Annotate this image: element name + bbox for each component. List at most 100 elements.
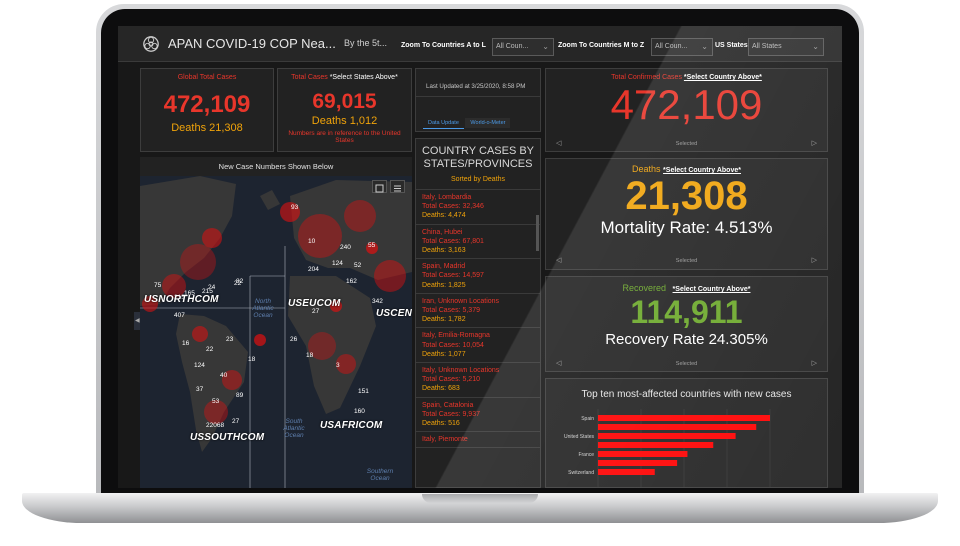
deaths-panel: Deaths *Select Country Above* 21,308 Mor…: [545, 158, 828, 270]
recovered-select-hint[interactable]: *Select Country Above*: [672, 286, 751, 293]
chart-bar[interactable]: [598, 460, 678, 466]
ocean-label: North Atlantic Ocean: [252, 298, 274, 319]
world-map[interactable]: 93 10 240 55 52 204 124 162 342 27 75 40…: [140, 176, 412, 488]
country-cases-list-panel: COUNTRY CASES BY STATES/PROVINCES Sorted…: [415, 138, 541, 488]
region-label-ussouthcom: USSOUTHCOM: [190, 432, 265, 443]
chart-category-label: France: [578, 452, 594, 458]
us-note: Numbers are in reference to the United S…: [288, 130, 401, 144]
deaths-select-hint[interactable]: *Select Country Above*: [663, 167, 741, 174]
list-item-deaths: Deaths: 1,782: [422, 316, 466, 324]
filter-m-z-select[interactable]: All Coun... ⌄: [651, 38, 713, 56]
chart-category-label: Switzerland: [568, 470, 594, 476]
app-subtitle: By the 5t...: [344, 38, 388, 48]
next-arrow-icon[interactable]: ▷: [811, 257, 817, 264]
deaths-value: 21,308: [625, 174, 748, 218]
map-count: 165: [184, 290, 195, 297]
hotspot-circle: [192, 326, 208, 342]
list-item-cases: Total Cases: 67,801: [422, 237, 484, 245]
map-count: 204: [308, 266, 319, 273]
divider: [416, 96, 540, 97]
previous-arrow-icon[interactable]: ◁: [556, 257, 562, 264]
chevron-down-icon: ⌄: [701, 42, 708, 51]
next-arrow-icon[interactable]: ▷: [811, 140, 817, 147]
previous-arrow-icon[interactable]: ◁: [556, 140, 562, 147]
layer-list-icon[interactable]: [390, 180, 405, 193]
chart-category-label: Spain: [581, 416, 594, 422]
filter-a-l-value: All Coun...: [496, 43, 529, 50]
filter-states-label: US States: [715, 42, 748, 49]
map-count: 55: [368, 242, 376, 249]
map-count: 53: [212, 398, 220, 405]
list-item-title: Italy, Piemonte: [422, 436, 468, 444]
filter-a-l-select[interactable]: All Coun... ⌄: [492, 38, 554, 56]
selected-label: Selected: [675, 141, 698, 147]
basemap-icon[interactable]: [372, 180, 387, 193]
map-count: 89: [236, 392, 244, 399]
hotspot-circle: [204, 400, 228, 424]
update-tabs: Data Update World-o-Meter: [423, 118, 511, 130]
bar-chart: Spain United States France Switzerland: [564, 409, 771, 487]
map-count: 124: [194, 362, 205, 369]
map-collapse-handle[interactable]: ◀: [134, 312, 140, 330]
chart-bar[interactable]: [598, 415, 770, 421]
filter-m-z-label: Zoom To Countries M to Z: [558, 42, 645, 49]
recovery-rate: Recovery Rate 24.305%: [605, 331, 768, 348]
map-count: 124: [332, 260, 343, 267]
list-item-deaths: Deaths: 3,163: [422, 247, 466, 255]
filter-states-select[interactable]: All States ⌄: [748, 38, 824, 56]
map-count: 75: [154, 282, 162, 289]
map-header: New Case Numbers Shown Below: [140, 157, 412, 176]
hotspot-circle: [298, 214, 342, 258]
list-item-title: Italy, Emilia-Romagna: [422, 332, 490, 340]
list-item[interactable]: Italy, Lombardia Total Cases: 32,346 Dea…: [416, 190, 540, 225]
map-count: 22068: [206, 422, 225, 429]
chart-bar[interactable]: [598, 469, 655, 475]
map-count: 240: [340, 244, 351, 251]
us-total-value: 69,015: [312, 90, 377, 113]
deaths-label-text: Deaths: [632, 164, 661, 174]
ocean-label: South Atlantic Ocean: [283, 418, 305, 439]
list-item-title: Spain, Catalonia: [422, 401, 474, 409]
list-item[interactable]: Italy, Unknown Locations Total Cases: 5,…: [416, 363, 540, 398]
us-total-panel: Total Cases *Select States Above* 69,015…: [277, 68, 412, 152]
list-item[interactable]: Spain, Madrid Total Cases: 14,597 Deaths…: [416, 259, 540, 294]
chart-bar[interactable]: [598, 424, 757, 430]
next-arrow-icon[interactable]: ▷: [811, 360, 817, 367]
list-item-title: Italy, Lombardia: [422, 194, 472, 201]
recovered-value: 114,911: [630, 294, 743, 330]
map-canvas: [140, 176, 412, 488]
list-scrollbar[interactable]: [536, 215, 539, 251]
hotspot-circle: [202, 228, 222, 248]
hotspot-circle: [366, 242, 378, 254]
map-count: 162: [346, 278, 357, 285]
list-item[interactable]: Italy, Piemonte: [416, 432, 540, 449]
confirmed-select-hint[interactable]: *Select Country Above*: [683, 74, 762, 81]
hotspot-circle: [142, 296, 158, 312]
list-item-deaths: Deaths: 683: [422, 385, 460, 393]
chart-bar[interactable]: [598, 433, 736, 439]
ocean-label: Southern Ocean: [366, 468, 394, 482]
chart-bar[interactable]: [598, 451, 688, 457]
list-item[interactable]: Spain, Catalonia Total Cases: 9,937 Deat…: [416, 398, 540, 433]
tab-data-update[interactable]: Data Update: [423, 118, 464, 129]
list-item-title: China, Hubei: [422, 228, 463, 236]
tab-world-o-meter[interactable]: World-o-Meter: [465, 118, 511, 128]
list-item-deaths: Deaths: 1,077: [422, 350, 466, 358]
map-count: 18: [248, 356, 256, 363]
chart-bar[interactable]: [598, 442, 714, 448]
confirmed-value: 472,109: [610, 81, 763, 128]
previous-arrow-icon[interactable]: ◁: [556, 360, 562, 367]
list-item-title: Iran, Unknown Locations: [422, 297, 500, 305]
header-bar: APAN COVID-19 COP Nea... By the 5t... Zo…: [118, 26, 842, 62]
list-item[interactable]: China, Hubei Total Cases: 67,801 Deaths:…: [416, 225, 540, 260]
map-count: 3: [336, 362, 340, 369]
list-item[interactable]: Iran, Unknown Locations Total Cases: 5,3…: [416, 294, 540, 329]
hotspot-circle: [308, 332, 336, 360]
chart-category-label: United States: [564, 434, 595, 440]
list-item[interactable]: Italy, Emilia-Romagna Total Cases: 10,05…: [416, 328, 540, 364]
list-item-title: Italy, Unknown Locations: [422, 367, 500, 375]
map-count: 24: [208, 284, 216, 291]
eurasia-land: [290, 180, 412, 280]
chevron-left-icon: ◀: [135, 318, 140, 324]
